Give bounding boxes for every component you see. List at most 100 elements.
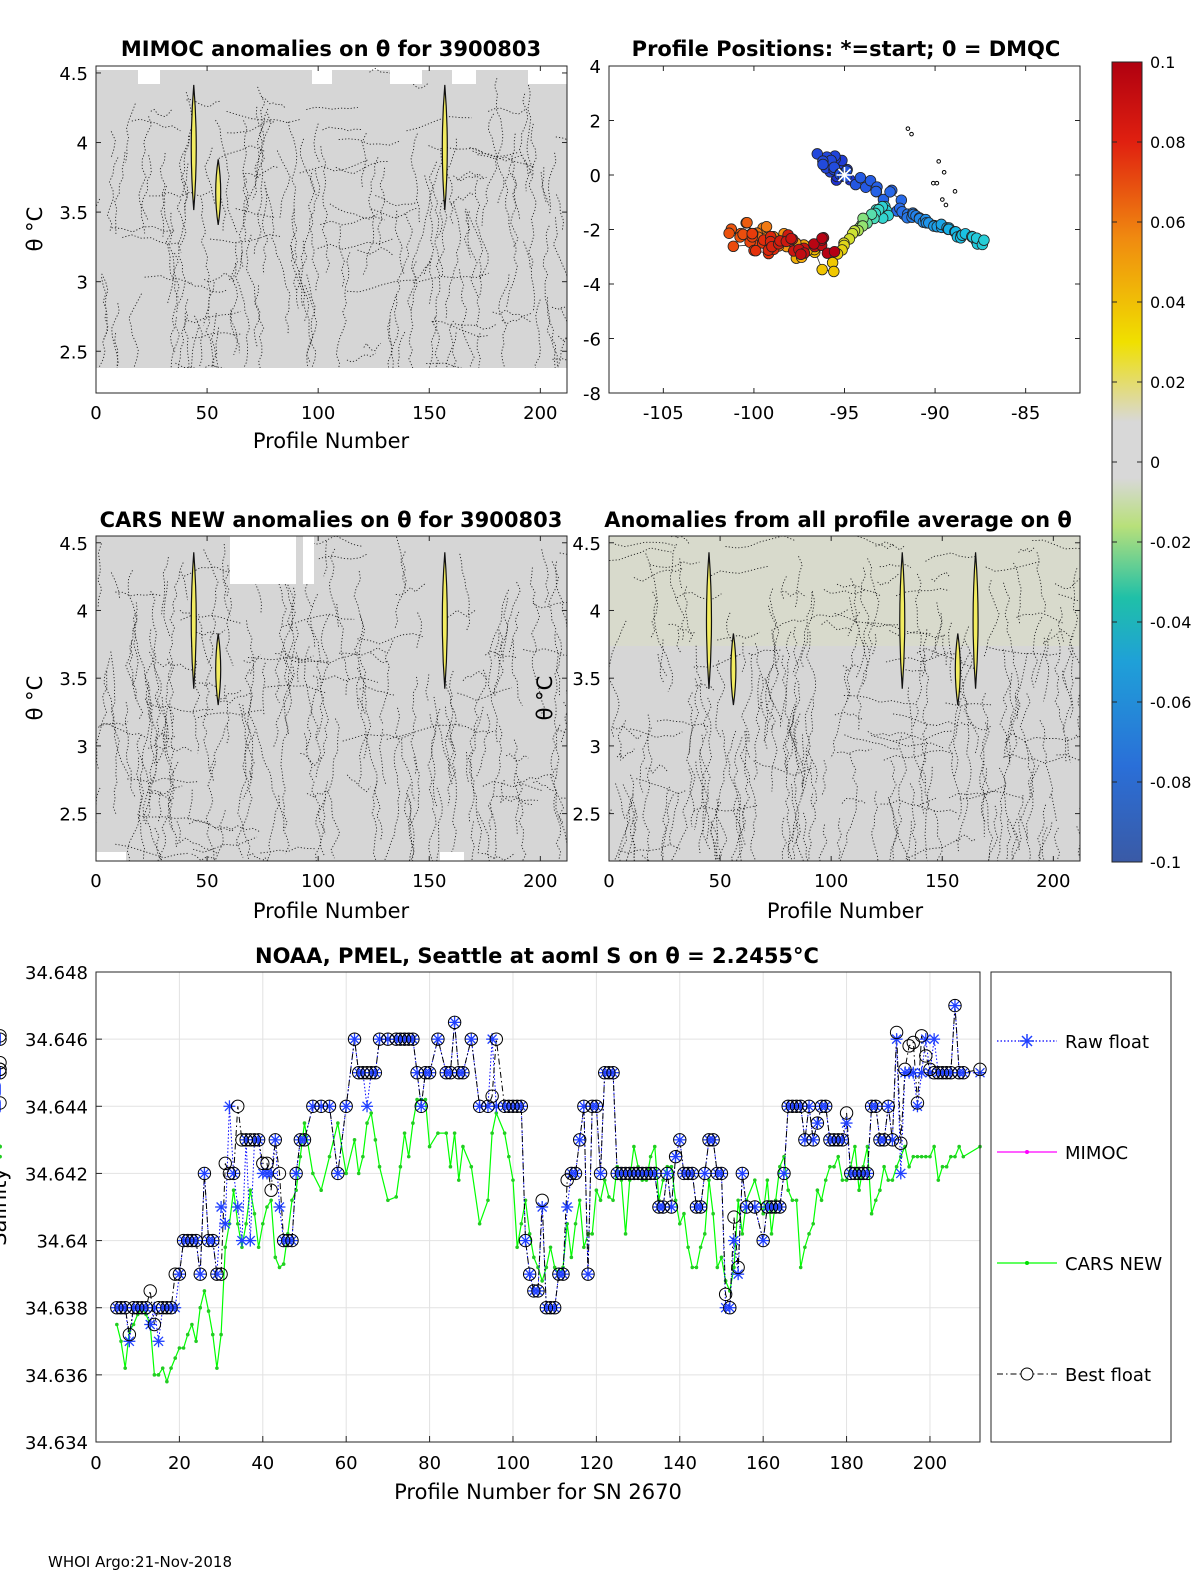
contour-line [157,791,162,823]
cars-new-point [194,1339,198,1344]
cars-new-point [690,1265,695,1270]
best-float-point [806,1133,820,1147]
contour-line [844,734,900,750]
contour-line [790,783,797,843]
best-float-point [193,1267,207,1281]
contour-line [679,558,683,590]
asterisk-stroke [574,1134,585,1145]
cars-new-point [577,1198,582,1203]
contour-line [227,121,275,134]
contour-line [338,138,400,146]
legend-box [990,971,1172,1443]
best-float-point [522,1267,537,1281]
best-float-point [560,1173,574,1187]
cars-new-point [298,1154,303,1159]
contour-line [764,678,776,731]
contour-line [447,735,455,777]
contour-line [753,760,814,776]
cars-new-point [181,1346,186,1350]
best-float-point [718,1287,733,1301]
raw-float-point [594,1167,607,1180]
contour-line [892,713,960,727]
raw-float-point [194,1268,207,1281]
best-float-point [764,1200,779,1214]
contour-line [235,251,250,388]
contour-line [459,553,471,631]
asterisk-stroke [895,1168,906,1179]
contour-line [517,774,558,783]
contour-line [983,580,1000,657]
salinity-ytick-label: 34.636 [25,1366,88,1387]
contour-line [560,701,567,743]
asterisk-stroke [716,1168,727,1179]
best-float-point [681,1166,695,1181]
raw-float-point [894,1167,907,1180]
profile-position-marker [795,248,807,261]
cars-new-point [352,1138,357,1142]
contour-line [818,824,828,861]
contour-line [156,732,177,740]
contour-line [914,573,926,678]
cars-new-point [219,1332,223,1337]
cars-new-point [277,1265,282,1270]
colorbar-tick-label: 0.1 [1150,53,1175,72]
footer-credit: WHOI Argo:21-Nov-2018 [48,1553,232,1571]
contour-line [433,696,449,761]
cars-new-point [281,1262,286,1266]
contour-line [779,631,792,729]
average-ytick-label: 4 [590,601,601,622]
anomaly-contour [441,552,448,689]
cars-title: CARS NEW anomalies on θ for 3900803 [100,508,563,532]
contour-line [166,317,180,393]
contour-line [300,752,322,767]
raw-float-point [573,1133,586,1146]
cars-ytick-label: 3 [77,737,88,758]
contour-line [839,753,858,861]
contour-line [717,631,761,641]
colorbar-tick-label: -0.1 [1150,853,1181,872]
best-float-point [0,1096,7,1110]
contour-line [524,159,537,312]
contour-line [256,151,260,179]
salinity-grid [95,971,980,1443]
cars-new-point [949,1154,953,1159]
cars-new-point [365,1121,369,1125]
contour-line [242,664,255,800]
contour-line [492,309,533,323]
contour-line [780,576,787,600]
cars-new-point [248,1188,253,1193]
asterisk-stroke [670,1151,681,1162]
best-float-point [739,1200,754,1214]
positions-axes-box [608,65,1081,394]
contour-line [161,697,176,831]
contour-line [1041,827,1048,861]
anomaly-contour [954,633,961,706]
raw-float-point [811,1117,824,1130]
anomaly-contour [441,84,448,211]
contour-line [346,352,376,363]
contour-line [410,175,431,311]
contour-line [190,324,200,369]
best-float-point [210,1267,224,1281]
contour-line [106,157,119,232]
contour-line [985,560,1041,572]
best-float-point [0,1055,7,1070]
raw-float-point [519,1234,532,1247]
best-float-point [677,1166,691,1181]
colorbar-tick-label: -0.04 [1150,613,1191,632]
contour-line [238,703,255,780]
contour-line [553,724,565,825]
best-float-point [260,1156,274,1171]
contour-line [616,748,635,759]
positions-xtick-label: -105 [643,403,684,424]
salinity-title: NOAA, PMEL, Seattle at aoml S on θ = 2.2… [255,944,819,968]
mimoc-xtick-label: 150 [412,403,446,424]
anomaly-contour [190,84,197,211]
contour-line [557,335,567,342]
contour-line [237,704,252,861]
contour-line [919,629,930,784]
contour-line [837,748,872,755]
contour-line [477,154,534,168]
best-float-point [768,1200,783,1214]
raw-float-point [673,1133,686,1146]
